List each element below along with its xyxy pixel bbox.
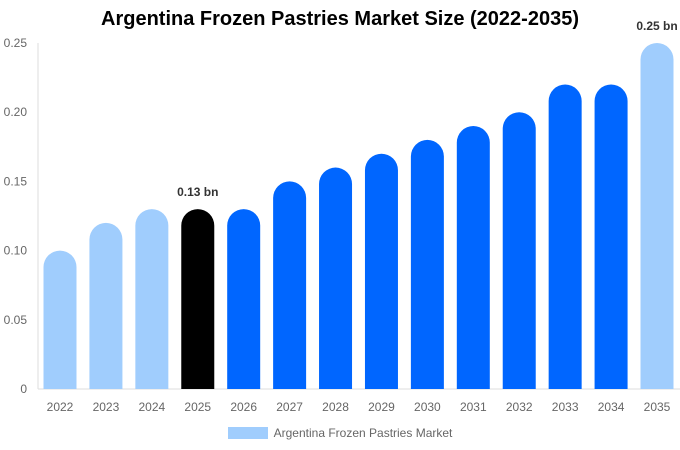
bar-2035 <box>640 43 674 390</box>
x-tick-label: 2022 <box>47 400 74 414</box>
y-tick-label: 0.15 <box>4 174 28 188</box>
x-tick-label: 2035 <box>644 400 671 414</box>
bar-2029 <box>364 153 398 389</box>
x-tick-label: 2024 <box>138 400 165 414</box>
y-tick-label: 0.25 <box>4 36 28 50</box>
y-tick-label: 0.10 <box>4 244 28 258</box>
bar-2028 <box>319 167 353 389</box>
bar-2023 <box>89 222 123 389</box>
data-label: 0.25 bn <box>636 19 677 33</box>
legend-label: Argentina Frozen Pastries Market <box>273 426 453 440</box>
chart-title: Argentina Frozen Pastries Market Size (2… <box>101 8 579 30</box>
bar-2025 <box>181 209 215 389</box>
x-tick-label: 2031 <box>460 400 487 414</box>
bar-2027 <box>273 181 307 389</box>
bar-2026 <box>227 209 261 389</box>
data-label: 0.13 bn <box>177 185 218 199</box>
bar-2022 <box>43 250 77 389</box>
bar-2024 <box>135 209 169 389</box>
x-tick-label: 2034 <box>598 400 625 414</box>
bar-2032 <box>502 112 536 389</box>
bar-2033 <box>548 84 582 390</box>
y-tick-label: 0 <box>20 382 27 396</box>
x-tick-label: 2032 <box>506 400 533 414</box>
x-tick-label: 2023 <box>93 400 120 414</box>
x-tick-label: 2025 <box>184 400 211 414</box>
x-tick-label: 2026 <box>230 400 257 414</box>
bar-2031 <box>456 126 490 390</box>
legend[interactable]: Argentina Frozen Pastries Market <box>0 426 680 440</box>
x-tick-label: 2028 <box>322 400 349 414</box>
y-tick-label: 0.20 <box>4 105 28 119</box>
bar-2030 <box>410 139 444 389</box>
x-tick-label: 2029 <box>368 400 395 414</box>
bar-2034 <box>594 84 628 390</box>
x-tick-label: 2030 <box>414 400 441 414</box>
legend-swatch <box>227 427 268 439</box>
x-tick-label: 2033 <box>552 400 579 414</box>
x-tick-label: 2027 <box>276 400 303 414</box>
y-tick-label: 0.05 <box>4 313 28 327</box>
